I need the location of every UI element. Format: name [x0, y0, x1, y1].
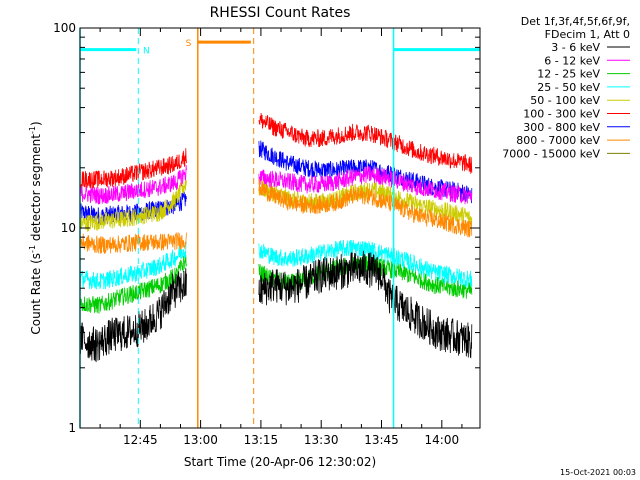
series-line-4-segment-1 — [79, 240, 187, 290]
legend-header-line-2: FDecim 1, Att 0 — [545, 28, 630, 41]
legend-label-4: 25 - 50 keV — [537, 81, 600, 94]
legend-label-5: 50 - 100 keV — [530, 94, 600, 107]
x-tick-label: 13:00 — [183, 433, 218, 447]
y-axis-label-sup2: -1 — [28, 126, 37, 134]
series-line-1-segment-1 — [79, 268, 187, 363]
series-line-6-segment-1 — [79, 148, 187, 189]
y-tick-label: 10 — [61, 221, 76, 235]
x-tick-label: 13:30 — [304, 433, 339, 447]
y-tick-label: 1 — [68, 421, 76, 435]
series-line-8-segment-1 — [79, 231, 187, 254]
legend-label-3: 12 - 25 keV — [537, 68, 600, 81]
x-tick-label: 12:45 — [123, 433, 158, 447]
series-line-2-segment-2 — [258, 166, 473, 205]
legend-label-2: 6 - 12 keV — [544, 54, 600, 67]
legend-label-7: 300 - 800 keV — [523, 121, 600, 134]
legend: Det 1f,3f,4f,5f,6f,9f, FDecim 1, Att 0 3… — [502, 15, 630, 160]
chart-title: RHESSI Count Rates — [210, 5, 351, 21]
interval-2-label: S — [186, 39, 192, 49]
y-axis-label-end: ) — [29, 121, 43, 126]
series-line-4-segment-2 — [258, 239, 473, 288]
y-axis-label-mid: detector segment — [29, 134, 43, 245]
tick-layer: 1 10 100 12:45 13:00 13:15 13:30 13:45 14:00 — [53, 21, 480, 447]
legend-label-9: 7000 - 15000 keV — [502, 147, 600, 160]
y-axis-label: Count Rate (s-1 detector segment-1) — [28, 121, 43, 334]
plot-frame — [79, 27, 481, 429]
series-line-5-segment-1 — [79, 179, 187, 232]
x-tick-label: 13:15 — [244, 433, 279, 447]
series-line-2-segment-1 — [79, 164, 187, 205]
legend-label-1: 3 - 6 keV — [551, 41, 600, 54]
x-axis-label: Start Time (20-Apr-06 12:30:02) — [184, 455, 376, 469]
y-axis-label-main: Count Rate (s — [29, 253, 43, 335]
series-line-3-segment-1 — [79, 254, 187, 314]
interval-1-label: N — [143, 47, 150, 57]
x-tick-label: 13:45 — [364, 433, 399, 447]
series-line-6-segment-2 — [258, 112, 473, 174]
timestamp: 15-Oct-2021 00:03 — [560, 468, 636, 477]
y-tick-label: 100 — [53, 21, 76, 35]
interval-layer: NS — [79, 28, 481, 428]
legend-label-8: 800 - 7000 keV — [516, 134, 600, 147]
series-line-8-segment-2 — [258, 178, 473, 238]
legend-label-6: 100 - 300 keV — [523, 108, 600, 121]
series-layer — [79, 112, 473, 363]
legend-header-line-1: Det 1f,3f,4f,5f,6f,9f, — [521, 15, 630, 28]
x-tick-label: 14:00 — [425, 433, 460, 447]
series-line-1-segment-2 — [258, 250, 473, 359]
y-axis-label-sup1: -1 — [28, 245, 37, 253]
